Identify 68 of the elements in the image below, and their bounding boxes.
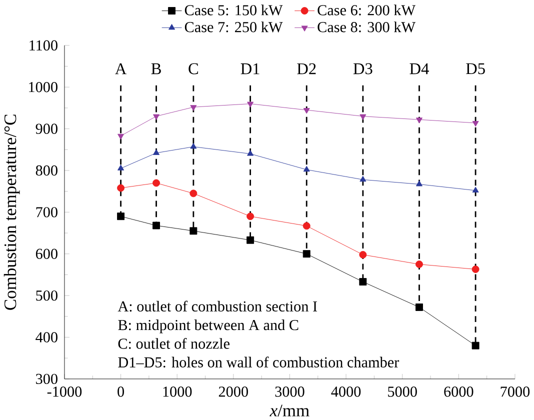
- y-tick-label: 800: [36, 165, 58, 176]
- point: [472, 186, 479, 192]
- point: [247, 102, 254, 108]
- annotation: C: outlet of nozzle: [118, 338, 230, 349]
- ref-line-label: D2: [297, 63, 316, 74]
- legend-label: Case 5: 150 kW: [184, 4, 283, 16]
- point: [152, 179, 160, 187]
- x-tick-label: 5000: [388, 386, 417, 397]
- ref-line-label: B: [151, 63, 161, 74]
- annotation: D1–D5: holes on wall of combustion chamber: [118, 356, 400, 368]
- point: [472, 342, 480, 350]
- x-tick-label: 7000: [500, 386, 530, 397]
- legend-label: Case 6: 200 kW: [318, 4, 416, 16]
- x-tick-label: 0: [118, 386, 124, 397]
- y-tick-label: 1000: [29, 82, 58, 92]
- point: [190, 104, 197, 111]
- point: [472, 120, 479, 127]
- point: [117, 184, 125, 192]
- point: [190, 142, 197, 149]
- x-tick-label: 4000: [331, 386, 361, 397]
- point: [359, 250, 367, 258]
- y-tick-label: 600: [36, 248, 58, 259]
- point: [416, 303, 423, 311]
- point: [190, 227, 198, 234]
- point: [246, 236, 254, 244]
- point: [472, 265, 480, 273]
- y-tick-label: 700: [36, 206, 58, 218]
- y-axis-title: Combustion temperature/°C: [4, 114, 20, 310]
- point: [416, 260, 423, 268]
- legend-label: Case 7: 250 kW: [184, 21, 283, 32]
- x-axis-title: x/mm: [270, 404, 310, 416]
- point: [190, 190, 198, 197]
- annotation: B: midpoint between A and C: [118, 319, 298, 334]
- point: [246, 212, 254, 220]
- ref-line-label: D1: [240, 63, 260, 74]
- point: [153, 114, 160, 120]
- y-tick-label: 900: [36, 124, 58, 134]
- ref-line-label: D4: [410, 63, 429, 74]
- x-tick-label: 2000: [218, 386, 248, 397]
- point: [118, 134, 124, 140]
- point: [302, 250, 310, 258]
- point: [416, 180, 423, 186]
- ref-line-label: D3: [353, 63, 372, 74]
- point: [360, 176, 366, 182]
- x-tick-label: -1000: [47, 386, 82, 397]
- point: [302, 222, 310, 230]
- y-tick-label: 500: [36, 290, 58, 300]
- annotation: A: outlet of combustion section I: [118, 300, 318, 312]
- point: [117, 212, 125, 220]
- x-tick-label: 1000: [163, 386, 192, 397]
- x-tick-label: 6000: [444, 386, 474, 397]
- ref-line-label: D5: [466, 63, 485, 74]
- ref-line-label: A: [115, 63, 127, 74]
- ref-line-label: C: [188, 63, 198, 74]
- point: [303, 108, 310, 114]
- point: [152, 222, 160, 230]
- y-tick-label: 300: [36, 374, 58, 384]
- x-tick-label: 3000: [275, 386, 304, 397]
- legend-label: Case 8: 300 kW: [318, 21, 416, 32]
- point: [247, 150, 254, 156]
- point: [359, 278, 367, 286]
- point: [416, 117, 423, 124]
- point: [303, 166, 310, 172]
- point: [360, 114, 366, 120]
- y-tick-label: 400: [36, 332, 58, 342]
- point: [153, 149, 160, 155]
- y-tick-label: 1100: [30, 40, 58, 50]
- point: [118, 164, 124, 170]
